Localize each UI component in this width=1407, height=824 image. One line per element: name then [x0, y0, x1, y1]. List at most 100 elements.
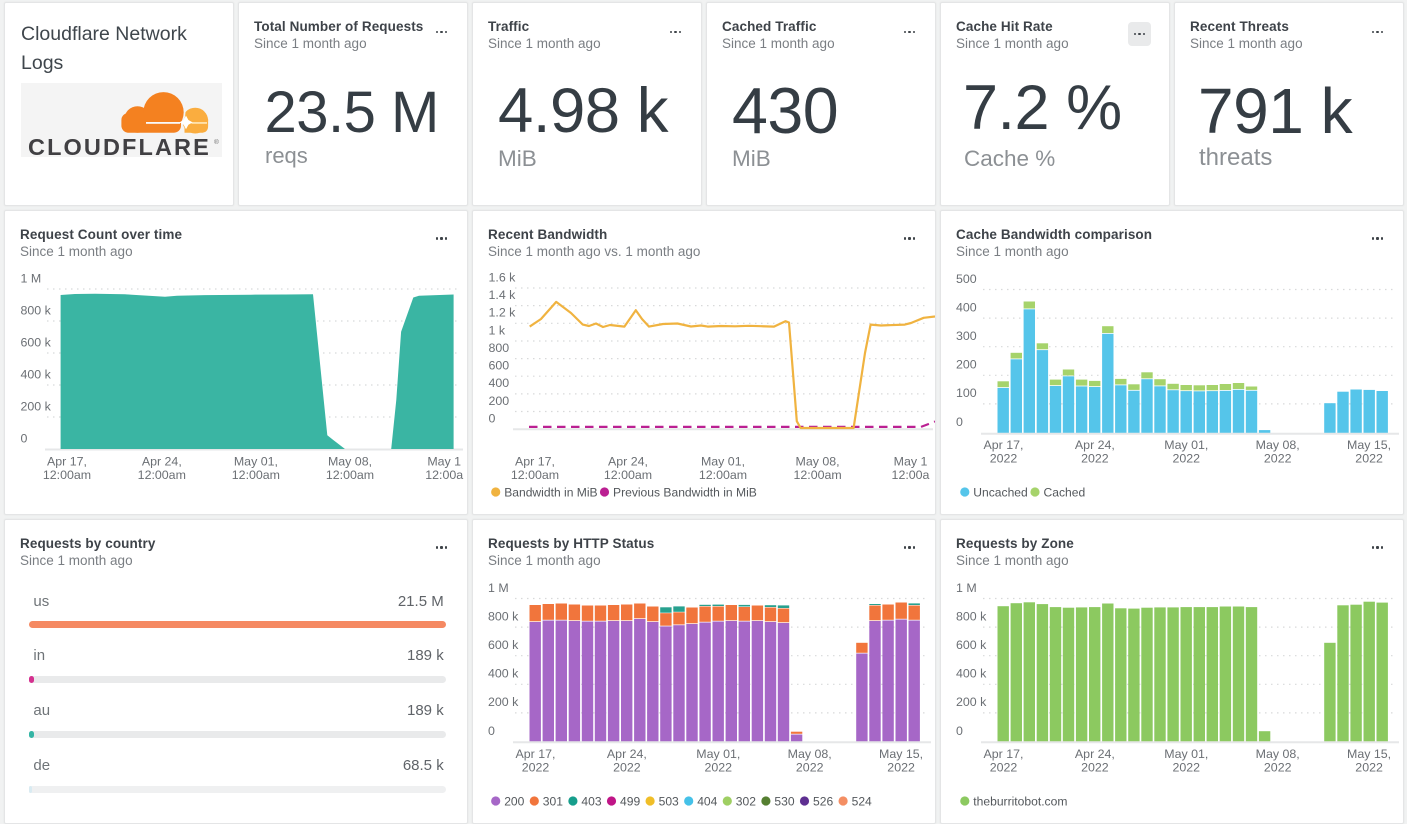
svg-text:1.6 k: 1.6 k	[489, 270, 517, 284]
svg-text:12:00am: 12:00am	[793, 468, 841, 482]
svg-text:500: 500	[956, 272, 977, 286]
svg-text:0: 0	[489, 412, 496, 426]
svg-text:600: 600	[489, 359, 510, 373]
svg-text:May 08,: May 08,	[1256, 747, 1300, 761]
svg-text:May 01,: May 01,	[1164, 438, 1208, 452]
svg-text:May 01,: May 01,	[701, 455, 745, 469]
svg-text:CLOUDFLARE: CLOUDFLARE	[28, 134, 211, 157]
svg-text:12:00a: 12:00a	[892, 468, 930, 482]
svg-text:2022: 2022	[1173, 761, 1201, 775]
svg-text:May 08,: May 08,	[328, 455, 372, 469]
svg-text:0: 0	[21, 431, 28, 445]
svg-text:2022: 2022	[1355, 761, 1383, 775]
svg-text:600 k: 600 k	[21, 335, 52, 349]
svg-text:12:00am: 12:00am	[232, 468, 280, 482]
svg-text:600 k: 600 k	[956, 638, 987, 652]
svg-text:301: 301	[543, 795, 563, 809]
svg-text:400 k: 400 k	[488, 667, 519, 681]
svg-text:2022: 2022	[1173, 452, 1201, 466]
svg-text:May 08,: May 08,	[788, 747, 832, 761]
svg-text:1 M: 1 M	[956, 581, 977, 595]
svg-text:800 k: 800 k	[488, 609, 519, 623]
svg-text:May 08,: May 08,	[1256, 438, 1300, 452]
svg-text:12:00am: 12:00am	[699, 468, 747, 482]
svg-text:Apr 17,: Apr 17,	[515, 455, 555, 469]
svg-text:Apr 24,: Apr 24,	[142, 455, 182, 469]
svg-text:1 M: 1 M	[21, 271, 42, 285]
svg-text:503: 503	[659, 795, 679, 809]
svg-text:May 01,: May 01,	[1164, 747, 1208, 761]
svg-text:400: 400	[956, 300, 977, 314]
svg-text:400 k: 400 k	[956, 667, 987, 681]
svg-text:2022: 2022	[990, 761, 1018, 775]
svg-text:530: 530	[774, 795, 794, 809]
svg-text:May 15,: May 15,	[1347, 438, 1391, 452]
svg-text:0: 0	[956, 724, 963, 738]
svg-text:302: 302	[736, 795, 756, 809]
svg-text:200 k: 200 k	[488, 695, 519, 709]
svg-text:403: 403	[581, 795, 601, 809]
svg-text:1 k: 1 k	[489, 323, 506, 337]
svg-text:800 k: 800 k	[21, 303, 52, 317]
svg-text:499: 499	[620, 795, 640, 809]
svg-text:May 15,: May 15,	[879, 747, 923, 761]
svg-text:2022: 2022	[1081, 761, 1109, 775]
svg-text:800: 800	[489, 341, 510, 355]
svg-text:400: 400	[489, 376, 510, 390]
svg-text:Cached: Cached	[1044, 486, 1086, 500]
svg-text:100: 100	[956, 386, 977, 400]
svg-text:524: 524	[852, 795, 872, 809]
svg-text:May 01,: May 01,	[234, 455, 278, 469]
svg-text:200 k: 200 k	[21, 399, 52, 413]
svg-text:200: 200	[489, 394, 510, 408]
svg-text:2022: 2022	[1355, 452, 1383, 466]
svg-text:200: 200	[504, 795, 524, 809]
svg-text:600 k: 600 k	[488, 638, 519, 652]
svg-text:400 k: 400 k	[21, 367, 52, 381]
svg-text:800 k: 800 k	[956, 609, 987, 623]
svg-text:2022: 2022	[705, 761, 733, 775]
svg-text:2022: 2022	[796, 761, 824, 775]
svg-text:200: 200	[956, 358, 977, 372]
svg-text:May 08,: May 08,	[796, 455, 840, 469]
svg-text:12:00am: 12:00am	[604, 468, 652, 482]
svg-text:2022: 2022	[887, 761, 915, 775]
svg-text:200 k: 200 k	[956, 695, 987, 709]
svg-text:Apr 17,: Apr 17,	[516, 747, 556, 761]
svg-text:2022: 2022	[1264, 452, 1292, 466]
svg-text:12:00a: 12:00a	[425, 468, 463, 482]
svg-text:Apr 17,: Apr 17,	[47, 455, 87, 469]
svg-text:2022: 2022	[1264, 761, 1292, 775]
svg-text:Bandwidth in MiB: Bandwidth in MiB	[504, 486, 597, 500]
svg-text:0: 0	[956, 415, 963, 429]
svg-text:1 M: 1 M	[488, 581, 509, 595]
svg-text:May 01,: May 01,	[696, 747, 740, 761]
svg-text:300: 300	[956, 329, 977, 343]
svg-text:12:00am: 12:00am	[326, 468, 374, 482]
svg-text:®: ®	[214, 138, 219, 146]
svg-text:2022: 2022	[1081, 452, 1109, 466]
svg-text:Uncached: Uncached	[973, 486, 1027, 500]
svg-text:526: 526	[813, 795, 833, 809]
svg-text:1.4 k: 1.4 k	[489, 288, 517, 302]
svg-text:Apr 24,: Apr 24,	[1075, 438, 1115, 452]
svg-text:12:00am: 12:00am	[511, 468, 559, 482]
svg-text:May 1: May 1	[427, 455, 461, 469]
svg-text:404: 404	[697, 795, 717, 809]
svg-text:2022: 2022	[522, 761, 550, 775]
svg-text:12:00am: 12:00am	[138, 468, 186, 482]
svg-text:Apr 24,: Apr 24,	[607, 747, 647, 761]
svg-text:1.2 k: 1.2 k	[489, 306, 517, 320]
svg-text:2022: 2022	[613, 761, 641, 775]
svg-text:12:00am: 12:00am	[43, 468, 91, 482]
svg-text:Apr 17,: Apr 17,	[984, 438, 1024, 452]
svg-text:theburritobot.com: theburritobot.com	[973, 795, 1067, 809]
svg-text:Previous Bandwidth in MiB: Previous Bandwidth in MiB	[613, 486, 757, 500]
svg-text:May 1: May 1	[894, 455, 928, 469]
svg-text:0: 0	[488, 724, 495, 738]
svg-text:2022: 2022	[990, 452, 1018, 466]
svg-text:May 15,: May 15,	[1347, 747, 1391, 761]
svg-text:Apr 17,: Apr 17,	[984, 747, 1024, 761]
svg-text:Apr 24,: Apr 24,	[1075, 747, 1115, 761]
svg-text:Apr 24,: Apr 24,	[608, 455, 648, 469]
